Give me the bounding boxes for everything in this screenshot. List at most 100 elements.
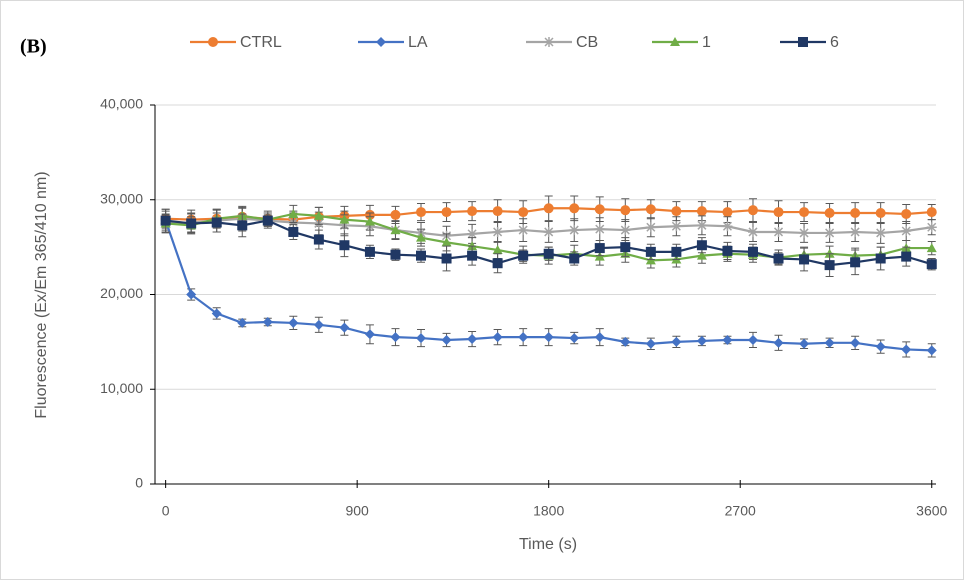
- marker: [364, 329, 375, 340]
- marker: [441, 334, 452, 345]
- marker: [569, 253, 580, 264]
- legend-label: CB: [576, 34, 598, 51]
- marker: [620, 242, 631, 253]
- marker: [543, 332, 554, 343]
- marker: [696, 335, 707, 346]
- marker: [288, 317, 299, 328]
- marker: [441, 237, 452, 247]
- marker: [339, 214, 350, 224]
- marker: [875, 208, 886, 219]
- marker: [492, 226, 503, 237]
- marker: [901, 251, 912, 262]
- marker: [875, 341, 886, 352]
- marker: [773, 226, 784, 237]
- marker: [824, 227, 835, 238]
- marker: [364, 246, 375, 257]
- legend-marker: [208, 37, 218, 47]
- y-tick-label: 40,000: [100, 96, 143, 112]
- marker: [850, 226, 861, 237]
- marker: [722, 221, 733, 232]
- marker: [594, 243, 605, 254]
- legend-label: LA: [408, 34, 428, 51]
- legend-marker: [670, 37, 680, 46]
- marker: [773, 207, 784, 218]
- marker: [390, 332, 401, 343]
- marker: [313, 234, 324, 245]
- marker: [569, 203, 580, 214]
- marker: [211, 308, 222, 319]
- marker: [441, 253, 452, 264]
- marker: [594, 224, 605, 235]
- marker: [645, 204, 656, 215]
- marker: [543, 248, 554, 259]
- marker: [620, 225, 631, 236]
- marker: [901, 208, 912, 219]
- marker: [901, 226, 912, 237]
- marker: [875, 253, 886, 264]
- legend-label: 6: [830, 34, 839, 51]
- y-tick-label: 20,000: [100, 285, 143, 301]
- marker: [543, 203, 554, 214]
- x-tick-label: 900: [345, 503, 369, 519]
- marker: [747, 205, 758, 216]
- marker: [722, 245, 733, 256]
- marker: [569, 225, 580, 236]
- marker: [620, 336, 631, 347]
- marker: [492, 258, 503, 269]
- marker: [926, 207, 937, 218]
- marker: [518, 332, 529, 343]
- marker: [390, 209, 401, 220]
- marker: [926, 222, 937, 233]
- marker: [799, 227, 810, 238]
- y-tick-label: 0: [135, 475, 143, 491]
- y-axis-title: Fluorescence (Ex/Em 365/410 nm): [33, 171, 50, 418]
- legend-label: 1: [702, 34, 711, 51]
- y-tick-label: 10,000: [100, 380, 143, 396]
- marker: [850, 337, 861, 348]
- marker: [696, 220, 707, 231]
- marker: [416, 207, 427, 218]
- marker: [492, 244, 503, 254]
- marker: [875, 227, 886, 238]
- marker: [696, 250, 707, 260]
- marker: [313, 210, 324, 220]
- marker: [799, 207, 810, 218]
- x-tick-label: 1800: [533, 503, 564, 519]
- marker: [773, 253, 784, 264]
- marker: [288, 226, 299, 237]
- marker: [339, 322, 350, 333]
- marker: [645, 246, 656, 257]
- marker: [237, 220, 248, 231]
- x-axis-title: Time (s): [519, 536, 577, 553]
- panel-label: (B): [20, 36, 47, 58]
- marker: [926, 259, 937, 270]
- legend-label: CTRL: [240, 34, 282, 51]
- marker: [620, 205, 631, 216]
- marker: [747, 334, 758, 345]
- marker: [850, 257, 861, 268]
- marker: [416, 250, 427, 261]
- marker: [850, 208, 861, 219]
- marker: [518, 207, 529, 218]
- marker: [262, 215, 273, 226]
- marker: [237, 317, 248, 328]
- marker: [926, 243, 937, 253]
- marker: [390, 249, 401, 260]
- marker: [492, 332, 503, 343]
- legend-marker: [376, 37, 386, 47]
- marker: [492, 206, 503, 217]
- marker: [671, 206, 682, 217]
- marker: [773, 337, 784, 348]
- x-tick-label: 2700: [725, 503, 756, 519]
- marker: [594, 332, 605, 343]
- marker: [467, 206, 478, 217]
- marker: [594, 204, 605, 215]
- marker: [467, 228, 478, 239]
- marker: [824, 208, 835, 219]
- y-tick-label: 30,000: [100, 190, 143, 206]
- marker: [339, 240, 350, 251]
- marker: [799, 254, 810, 265]
- marker: [747, 246, 758, 257]
